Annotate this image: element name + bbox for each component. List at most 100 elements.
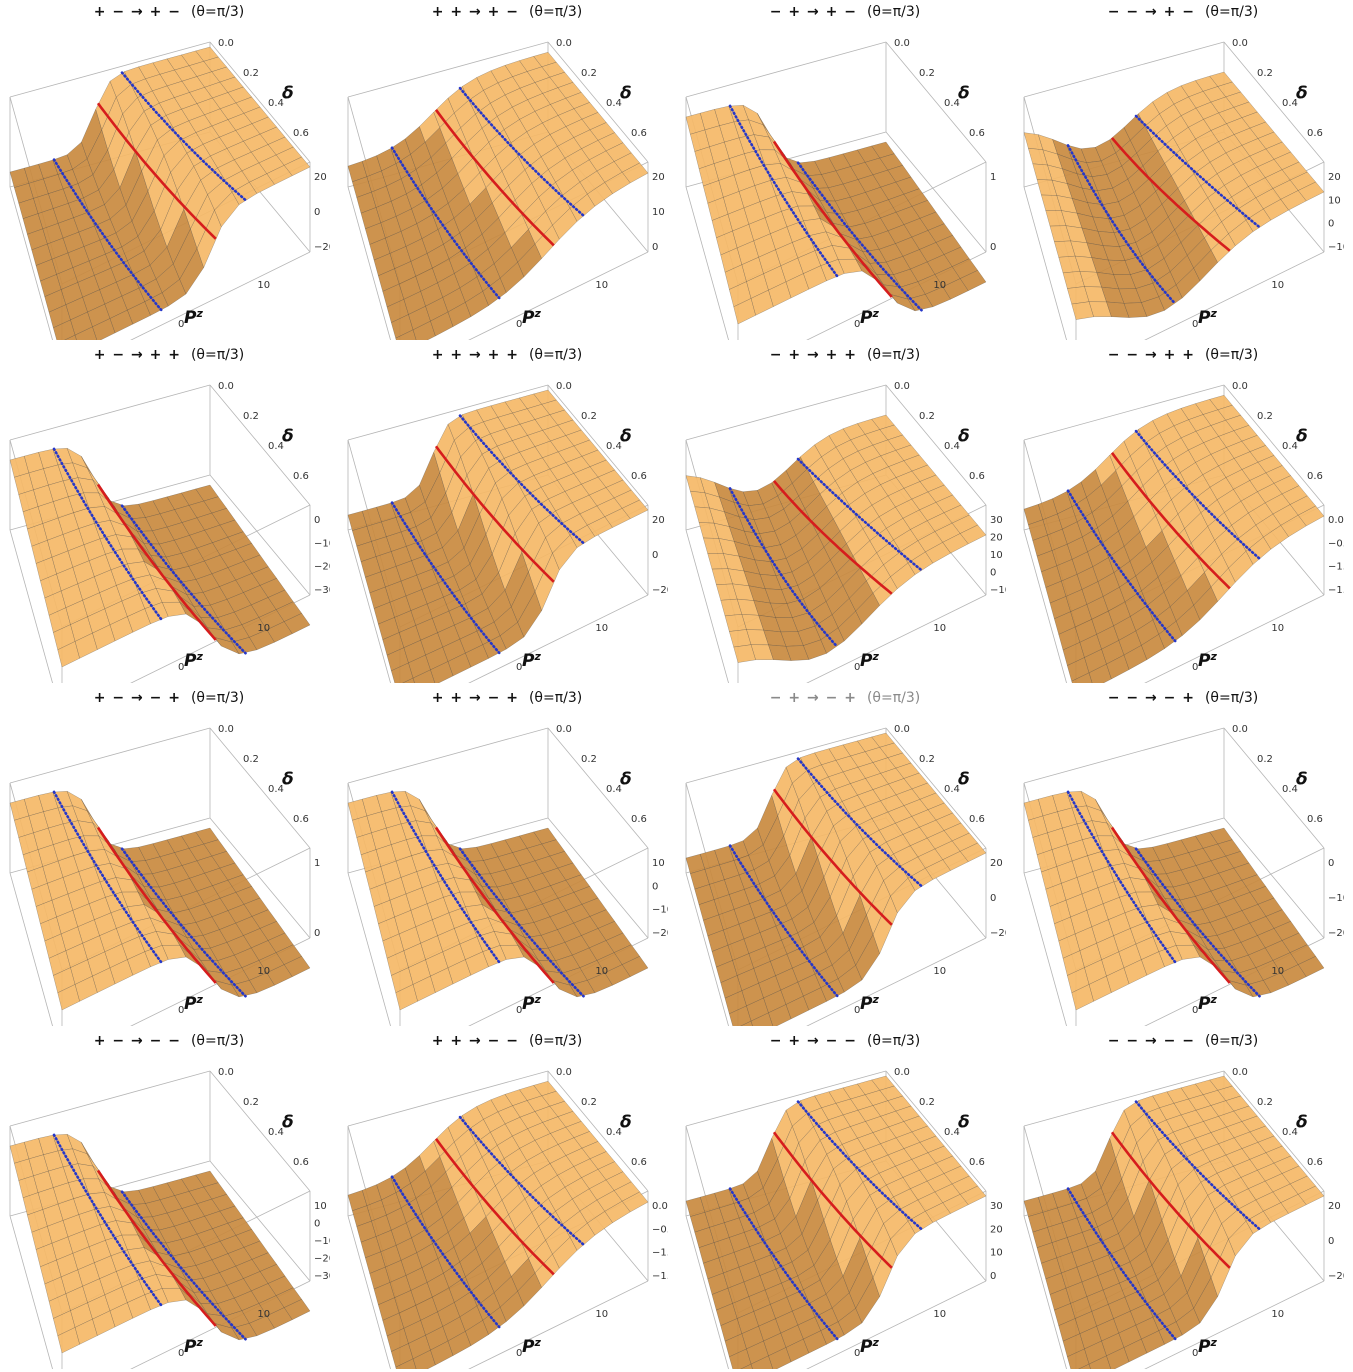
pz-tick-label: 0 bbox=[516, 662, 522, 673]
pz-axis-label: Pz bbox=[522, 307, 541, 328]
pz-axis-label: Pz bbox=[860, 307, 879, 328]
delta-axis-label: δ bbox=[1296, 769, 1308, 789]
theta-label: (θ=π/3) bbox=[190, 4, 245, 20]
delta-tick-label: 0.0 bbox=[556, 724, 572, 735]
theta-label: (θ=π/3) bbox=[190, 1033, 245, 1049]
plot-panel: + + → + +(θ=π/3)0.00.20.40.6δ200−20−1001… bbox=[338, 343, 676, 686]
z-tick-label: −10 bbox=[652, 905, 668, 916]
helicity-label: + + → − − bbox=[431, 1033, 519, 1049]
pz-axis-label: Pz bbox=[184, 993, 203, 1014]
panel-title: − − → + − (θ=π/3) bbox=[1014, 4, 1352, 20]
red-curve bbox=[96, 102, 217, 240]
pz-tick-label: 10 bbox=[257, 1309, 270, 1320]
delta-tick-label: 0.2 bbox=[1257, 1097, 1273, 1108]
theta-label: (θ=π/3) bbox=[528, 1033, 583, 1049]
delta-tick-label: 0.4 bbox=[1282, 1127, 1298, 1138]
blue-dotted-curve-right bbox=[1134, 114, 1261, 229]
plot-panel: − + → − +(θ=π/3)0.00.20.40.6δ200−20−1001… bbox=[676, 686, 1014, 1029]
pz-tick-label: 10 bbox=[933, 280, 946, 291]
pz-tick-label: 10 bbox=[595, 1309, 608, 1320]
panel-title: − + → − + (θ=π/3) bbox=[676, 690, 1014, 706]
red-curve bbox=[434, 826, 555, 984]
delta-tick-label: 0.6 bbox=[969, 814, 985, 825]
blue-dotted-curve-left bbox=[1066, 1187, 1177, 1341]
z-tick-label: 0 bbox=[1328, 219, 1334, 230]
z-tick-label: −30 bbox=[314, 585, 330, 596]
blue-dotted-curve-left bbox=[728, 1187, 839, 1341]
pz-axis-label: Pz bbox=[184, 650, 203, 671]
helicity-label: − + → + − bbox=[769, 4, 857, 20]
delta-tick-label: 0.2 bbox=[243, 1097, 259, 1108]
z-tick-label: −0.5 bbox=[652, 1224, 668, 1235]
theta-label: (θ=π/3) bbox=[866, 690, 921, 706]
plot-panel: − − → + −(θ=π/3)0.00.20.40.6δ20100−10−10… bbox=[1014, 0, 1352, 343]
z-tick-label: 0 bbox=[314, 515, 320, 526]
z-tick-label: 0 bbox=[314, 928, 320, 939]
delta-tick-label: 0.6 bbox=[293, 1157, 309, 1168]
pz-tick-label: 10 bbox=[257, 623, 270, 634]
delta-axis-label: δ bbox=[1296, 83, 1308, 103]
panel-title: + − → − + (θ=π/3) bbox=[0, 690, 338, 706]
blue-dotted-curve-right bbox=[796, 457, 923, 572]
z-tick-label: −20 bbox=[314, 242, 330, 253]
plot-panel: − + → − −(θ=π/3)0.00.20.40.6δ3020100−100… bbox=[676, 1029, 1014, 1372]
surface bbox=[685, 414, 987, 663]
pz-tick-label: 0 bbox=[178, 319, 184, 330]
z-tick-label: 0 bbox=[990, 242, 996, 253]
surface bbox=[685, 732, 987, 1026]
delta-tick-label: 0.4 bbox=[606, 441, 622, 452]
red-curve bbox=[96, 483, 217, 641]
z-tick-label: −20 bbox=[652, 928, 668, 939]
red-curve bbox=[772, 140, 893, 298]
delta-tick-label: 0.4 bbox=[944, 441, 960, 452]
blue-dotted-curve-right bbox=[458, 414, 585, 545]
red-curve bbox=[434, 445, 555, 583]
helicity-label: + + → + − bbox=[431, 4, 519, 20]
delta-axis-label: δ bbox=[1296, 426, 1308, 446]
pz-tick-label: 0 bbox=[516, 319, 522, 330]
panel-title: + − → + − (θ=π/3) bbox=[0, 4, 338, 20]
delta-tick-label: 0.2 bbox=[919, 1097, 935, 1108]
z-tick-label: −1.0 bbox=[652, 1248, 668, 1259]
blue-dotted-curve-right bbox=[1134, 847, 1261, 998]
panel-title: − − → − + (θ=π/3) bbox=[1014, 690, 1352, 706]
delta-tick-label: 0.2 bbox=[243, 411, 259, 422]
z-tick-label: 30 bbox=[990, 515, 1003, 526]
z-tick-label: 10 bbox=[652, 858, 665, 869]
surface bbox=[347, 389, 649, 683]
delta-tick-label: 0.6 bbox=[293, 471, 309, 482]
delta-tick-label: 0.0 bbox=[556, 38, 572, 49]
pz-tick-label: 0 bbox=[854, 1005, 860, 1016]
blue-dotted-curve-right bbox=[796, 161, 923, 312]
pz-axis-label: Pz bbox=[522, 650, 541, 671]
helicity-label: + − → + + bbox=[93, 347, 181, 363]
delta-tick-label: 0.6 bbox=[631, 471, 647, 482]
z-tick-label: −20 bbox=[652, 585, 668, 596]
delta-axis-label: δ bbox=[958, 426, 970, 446]
z-tick-label: −20 bbox=[1328, 928, 1344, 939]
pz-tick-label: 0 bbox=[854, 662, 860, 673]
z-tick-label: 1 bbox=[990, 172, 996, 183]
surface bbox=[685, 1075, 987, 1369]
z-tick-label: 0.0 bbox=[652, 1201, 668, 1212]
delta-axis-label: δ bbox=[620, 1112, 632, 1132]
blue-dotted-curve-right bbox=[120, 1190, 247, 1341]
delta-tick-label: 0.0 bbox=[218, 381, 234, 392]
helicity-label: − − → + + bbox=[1107, 347, 1195, 363]
z-tick-label: −10 bbox=[314, 538, 330, 549]
theta-label: (θ=π/3) bbox=[1204, 4, 1259, 20]
z-tick-label: −30 bbox=[314, 1271, 330, 1282]
delta-axis-label: δ bbox=[1296, 1112, 1308, 1132]
blue-dotted-curve-left bbox=[52, 790, 163, 964]
delta-tick-label: 0.0 bbox=[556, 381, 572, 392]
pz-tick-label: 10 bbox=[595, 966, 608, 977]
blue-dotted-curve-right bbox=[1134, 429, 1261, 560]
helicity-label: − + → − − bbox=[769, 1033, 857, 1049]
theta-label: (θ=π/3) bbox=[190, 347, 245, 363]
